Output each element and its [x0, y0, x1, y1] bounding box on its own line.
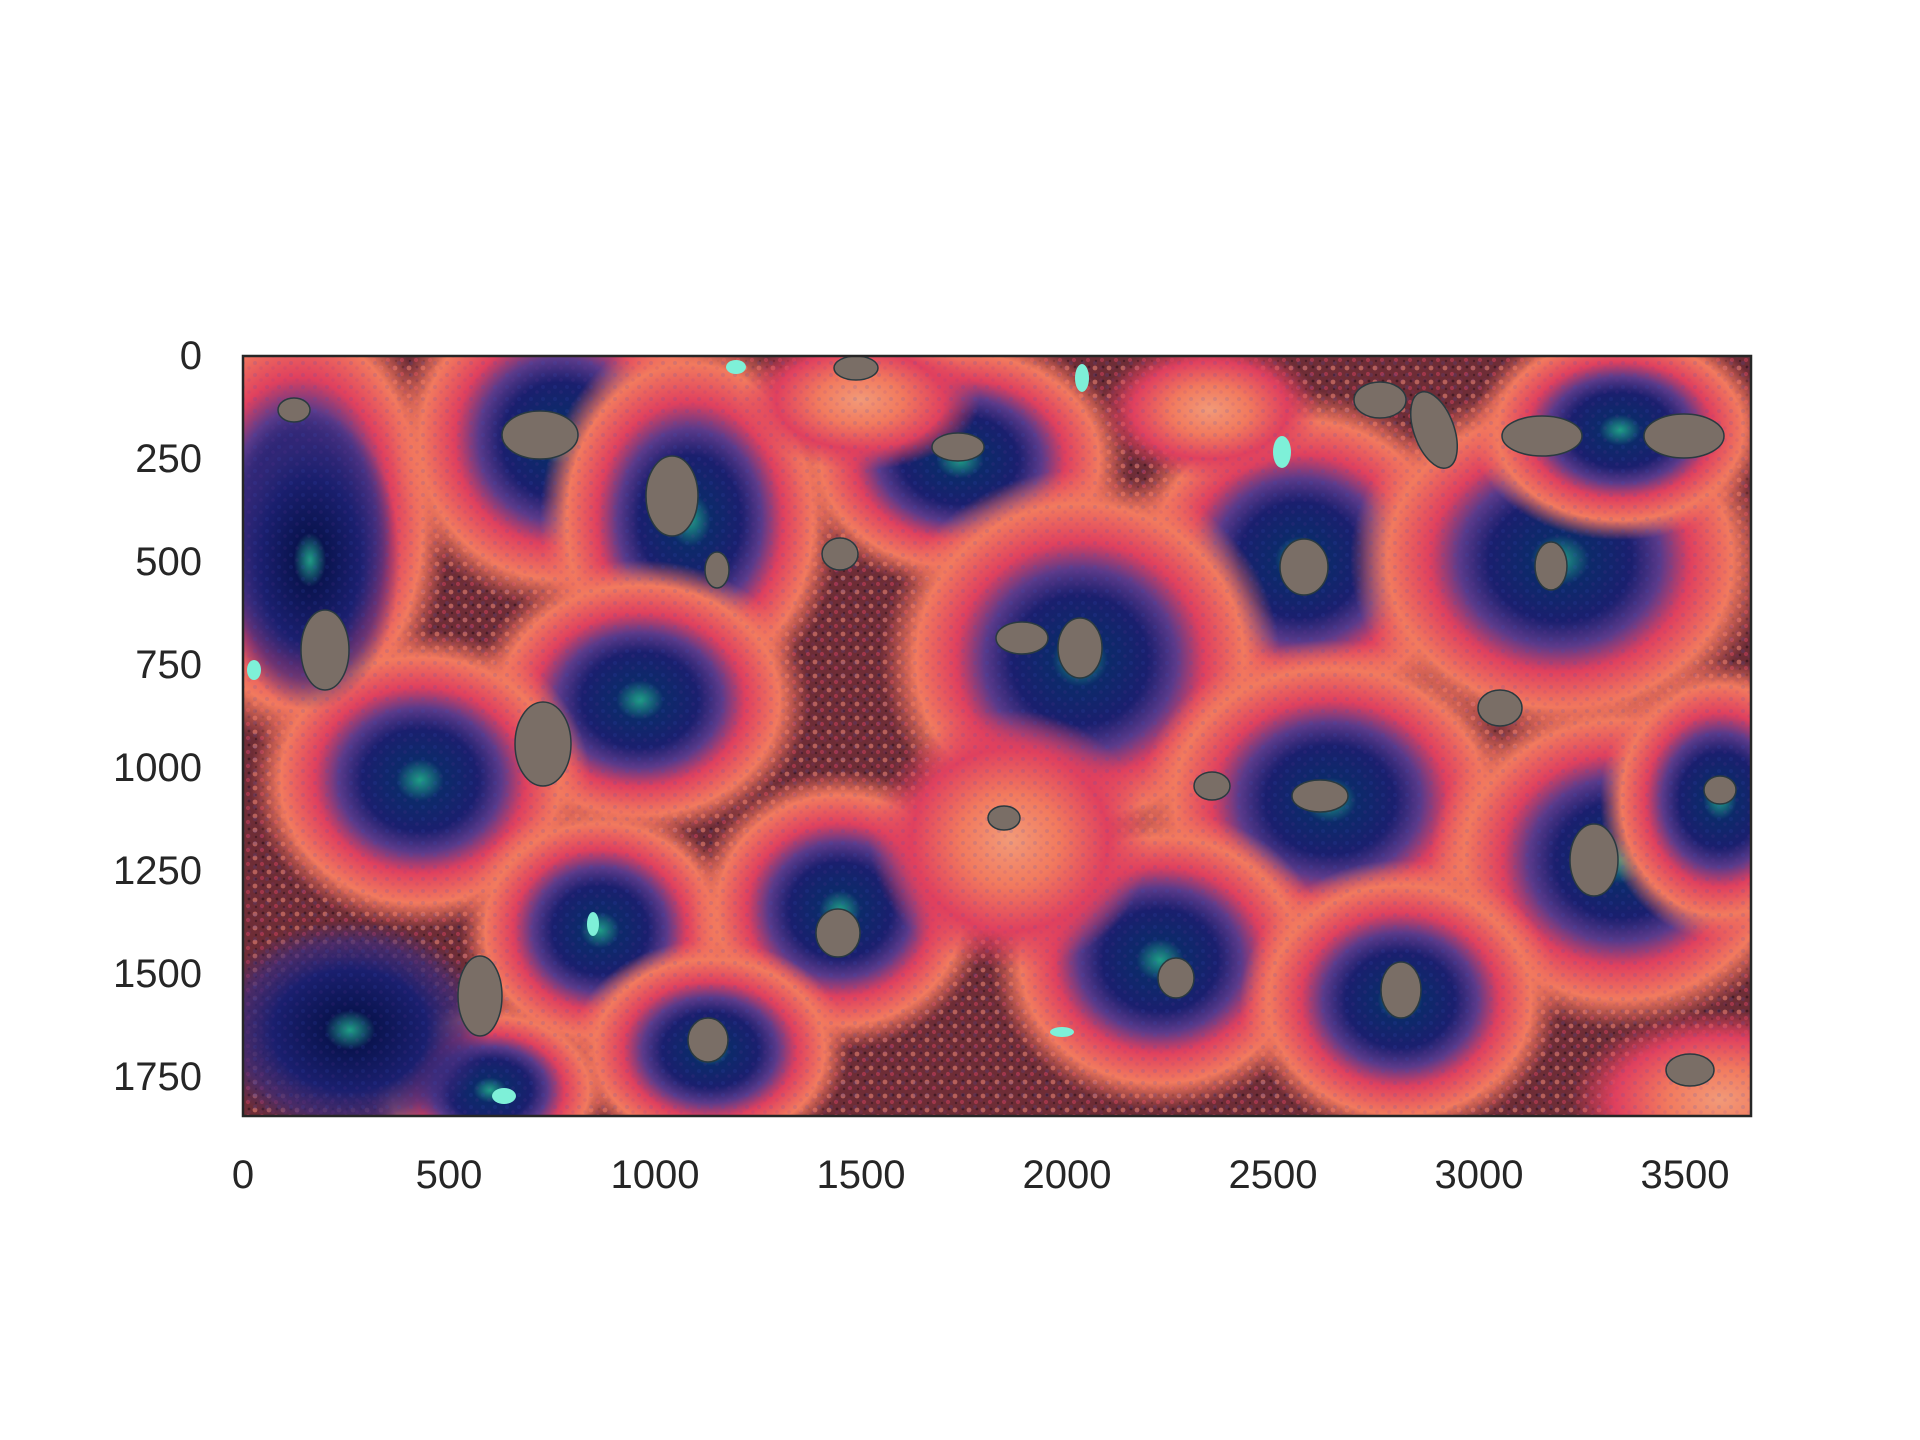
- x-tick-label: 500: [416, 1153, 483, 1197]
- microscopy-image: [243, 356, 1751, 1116]
- lumens: [277, 356, 1737, 1087]
- x-tick-label: 2500: [1229, 1153, 1318, 1197]
- cyan-spots: [247, 360, 1291, 1104]
- y-tick-label: 1250: [113, 849, 202, 893]
- y-tick-label: 1750: [113, 1055, 202, 1099]
- plot-frame: [241, 354, 1753, 1118]
- x-tick-label: 2000: [1023, 1153, 1112, 1197]
- y-tick-label: 1000: [113, 746, 202, 790]
- x-tick-label: 3000: [1435, 1153, 1524, 1197]
- y-tick-label: 500: [135, 540, 202, 584]
- y-tick-label: 1500: [113, 952, 202, 996]
- x-axis: 0 500 1000 1500 2000 2500 3000 3500: [232, 1153, 1730, 1197]
- y-tick-label: 750: [135, 643, 202, 687]
- y-tick-label: 0: [180, 334, 202, 378]
- x-tick-label: 1500: [817, 1153, 906, 1197]
- y-axis: 0 250 500 750 1000 1250 1500 1750: [113, 334, 202, 1099]
- x-tick-label: 0: [232, 1153, 254, 1197]
- x-tick-label: 3500: [1641, 1153, 1730, 1197]
- y-tick-label: 250: [135, 437, 202, 481]
- x-tick-label: 1000: [611, 1153, 700, 1197]
